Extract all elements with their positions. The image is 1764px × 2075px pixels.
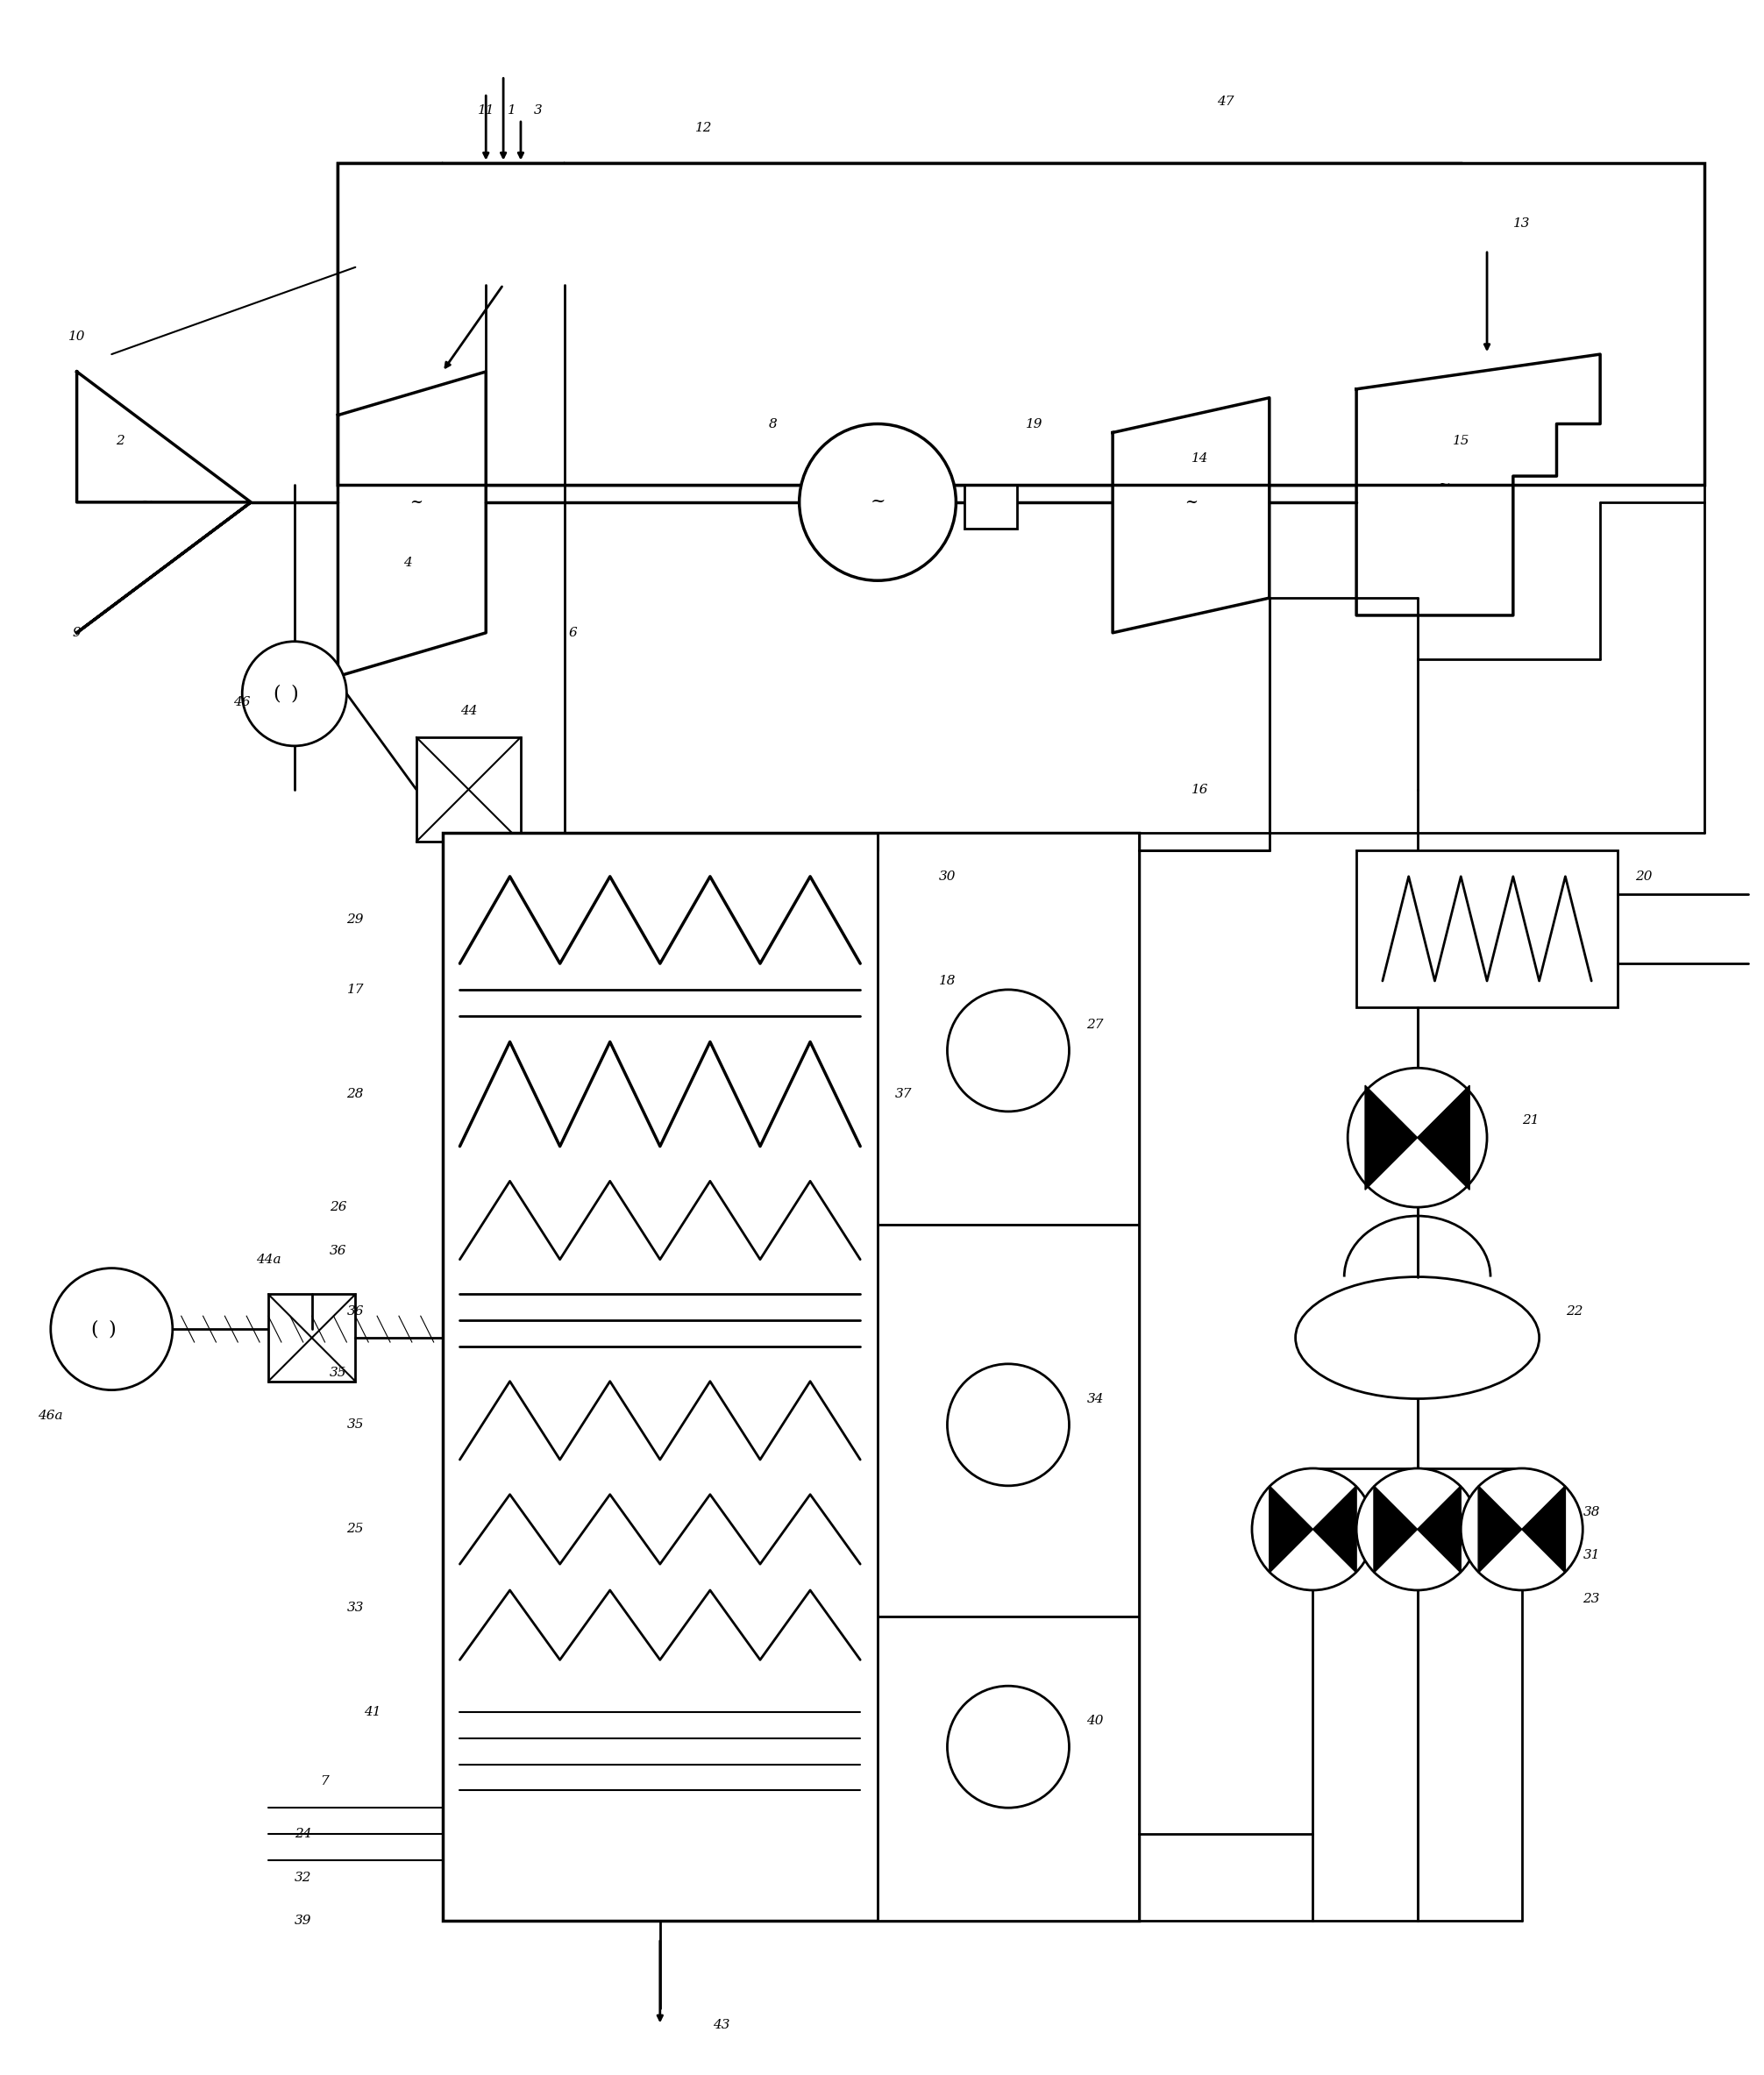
Text: 4: 4 xyxy=(404,556,411,569)
Circle shape xyxy=(51,1268,173,1390)
Text: 10: 10 xyxy=(69,330,85,342)
Text: 24: 24 xyxy=(295,1828,312,1841)
Text: (: ( xyxy=(273,685,280,703)
Text: ~: ~ xyxy=(139,494,153,510)
Polygon shape xyxy=(1374,1486,1416,1573)
Text: 28: 28 xyxy=(348,1087,363,1100)
Text: 47: 47 xyxy=(1217,95,1235,108)
Text: 21: 21 xyxy=(1522,1114,1538,1127)
Text: 46a: 46a xyxy=(39,1411,64,1421)
Text: ): ) xyxy=(108,1320,115,1338)
Text: 25: 25 xyxy=(348,1523,363,1535)
Text: 26: 26 xyxy=(330,1201,346,1214)
Text: 2: 2 xyxy=(116,436,125,448)
Text: 18: 18 xyxy=(938,975,956,988)
Polygon shape xyxy=(339,371,485,676)
Polygon shape xyxy=(1522,1486,1565,1573)
Text: 38: 38 xyxy=(1582,1506,1600,1519)
Text: ~: ~ xyxy=(409,494,423,510)
Text: 34: 34 xyxy=(1087,1392,1104,1405)
Text: 30: 30 xyxy=(938,869,956,882)
Polygon shape xyxy=(1312,1486,1357,1573)
Text: 33: 33 xyxy=(348,1602,363,1614)
Text: 8: 8 xyxy=(769,417,778,430)
Polygon shape xyxy=(1357,355,1600,616)
Polygon shape xyxy=(78,371,250,502)
Text: ~: ~ xyxy=(1438,477,1450,492)
Bar xyxy=(965,475,1016,529)
Text: (: ( xyxy=(90,1320,99,1338)
Polygon shape xyxy=(1113,398,1270,633)
Text: 27: 27 xyxy=(1087,1019,1104,1031)
Bar xyxy=(268,1295,355,1382)
Text: 44: 44 xyxy=(460,706,476,718)
Polygon shape xyxy=(1270,1486,1312,1573)
Text: 37: 37 xyxy=(894,1087,912,1100)
Text: 22: 22 xyxy=(1565,1305,1582,1318)
Bar xyxy=(339,162,1704,486)
Text: 41: 41 xyxy=(363,1706,381,1718)
Circle shape xyxy=(1252,1469,1374,1589)
Polygon shape xyxy=(1365,1085,1416,1189)
Bar xyxy=(878,1224,1140,1616)
Polygon shape xyxy=(1416,1085,1469,1189)
Text: 3: 3 xyxy=(534,104,542,116)
Text: 36: 36 xyxy=(348,1305,363,1318)
Text: 20: 20 xyxy=(1635,869,1653,882)
Text: ~: ~ xyxy=(870,494,886,510)
Circle shape xyxy=(799,423,956,581)
Text: 19: 19 xyxy=(1027,417,1043,430)
Text: 29: 29 xyxy=(348,913,363,925)
Circle shape xyxy=(1357,1469,1478,1589)
Circle shape xyxy=(947,1687,1069,1807)
Text: 31: 31 xyxy=(1582,1550,1600,1562)
Text: 40: 40 xyxy=(1087,1714,1104,1726)
Text: 13: 13 xyxy=(1514,218,1531,230)
Text: 15: 15 xyxy=(1452,436,1469,448)
Text: ): ) xyxy=(291,685,298,703)
Text: 32: 32 xyxy=(295,1872,312,1884)
Text: 43: 43 xyxy=(713,2019,730,2031)
Text: 1: 1 xyxy=(508,104,517,116)
Circle shape xyxy=(242,641,348,745)
Text: 44a: 44a xyxy=(256,1253,280,1266)
Bar xyxy=(443,832,1140,1921)
Text: 12: 12 xyxy=(695,122,713,135)
Text: 35: 35 xyxy=(348,1419,363,1432)
Circle shape xyxy=(947,1363,1069,1486)
Text: 46: 46 xyxy=(233,697,250,708)
Bar xyxy=(878,1616,1140,1921)
Text: 35: 35 xyxy=(330,1367,346,1378)
Polygon shape xyxy=(78,502,250,633)
Bar xyxy=(878,832,1140,1224)
Polygon shape xyxy=(1478,1486,1522,1573)
Text: 39: 39 xyxy=(295,1915,312,1928)
Text: 14: 14 xyxy=(1191,452,1208,465)
Bar xyxy=(416,737,520,842)
Polygon shape xyxy=(1416,1486,1461,1573)
Text: 36: 36 xyxy=(330,1245,346,1257)
Text: 9: 9 xyxy=(72,627,81,639)
Text: 17: 17 xyxy=(348,984,363,996)
Text: 16: 16 xyxy=(1191,782,1208,795)
Circle shape xyxy=(947,990,1069,1112)
Circle shape xyxy=(1461,1469,1582,1589)
Text: 23: 23 xyxy=(1582,1594,1600,1606)
Bar xyxy=(339,162,1461,486)
Bar xyxy=(1357,851,1618,1006)
Circle shape xyxy=(1348,1069,1487,1208)
Text: 7: 7 xyxy=(321,1776,330,1789)
Text: ~: ~ xyxy=(1184,494,1198,510)
Text: 11: 11 xyxy=(478,104,494,116)
Text: 6: 6 xyxy=(568,627,577,639)
Bar xyxy=(443,162,564,284)
Ellipse shape xyxy=(1295,1276,1540,1399)
